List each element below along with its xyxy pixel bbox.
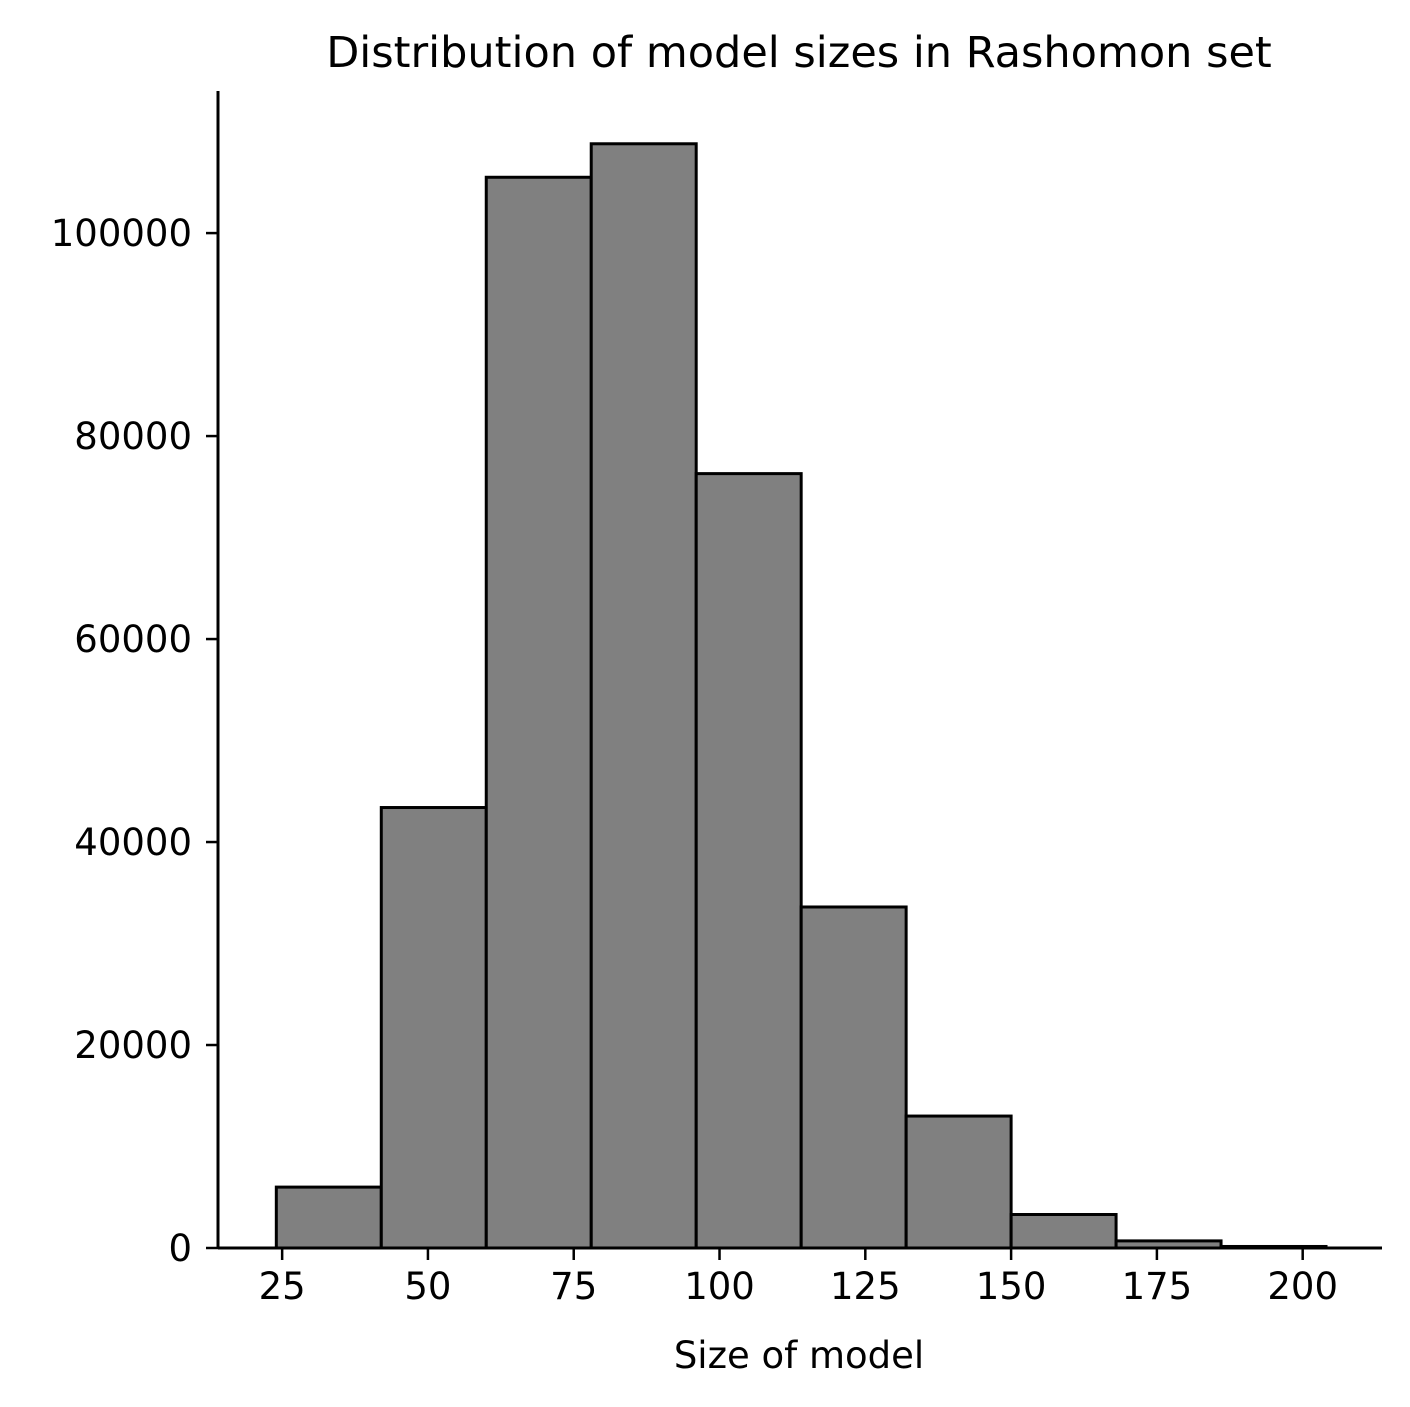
histogram-bar	[1009, 1213, 1118, 1250]
y-tick-label: 40000	[74, 821, 192, 864]
x-tick-label: 50	[404, 1265, 451, 1308]
y-tick-label: 60000	[74, 618, 192, 661]
x-axis-label: Size of model	[674, 1334, 924, 1377]
x-tick-label: 25	[259, 1265, 306, 1308]
histogram-bar	[484, 175, 593, 1250]
histogram-bar	[694, 472, 803, 1250]
x-tick-label: 75	[550, 1265, 597, 1308]
x-tick-label: 175	[1122, 1265, 1193, 1308]
x-tick-label: 125	[830, 1265, 901, 1308]
y-tick-label: 100000	[51, 212, 192, 255]
histogram-bar	[274, 1185, 383, 1250]
x-tick-label: 100	[684, 1265, 755, 1308]
y-ticks-group: 0 20000 40000 60000 80000 100000	[51, 212, 218, 1270]
x-tick-label: 200	[1267, 1265, 1338, 1308]
chart-title: Distribution of model sizes in Rashomon …	[326, 28, 1272, 78]
x-tick-label: 150	[976, 1265, 1047, 1308]
histogram-bar	[589, 142, 698, 1250]
bars-group	[274, 142, 1328, 1250]
histogram-bar	[379, 806, 488, 1250]
histogram-bar	[799, 905, 908, 1250]
y-tick-label: 0	[168, 1227, 192, 1270]
y-tick-label: 80000	[74, 415, 192, 458]
x-ticks-group: 25 50 75 100 125 150 175 200	[259, 1248, 1338, 1308]
axes-group	[216, 91, 1382, 1250]
y-tick-label: 20000	[74, 1024, 192, 1067]
histogram-bar	[904, 1114, 1013, 1250]
